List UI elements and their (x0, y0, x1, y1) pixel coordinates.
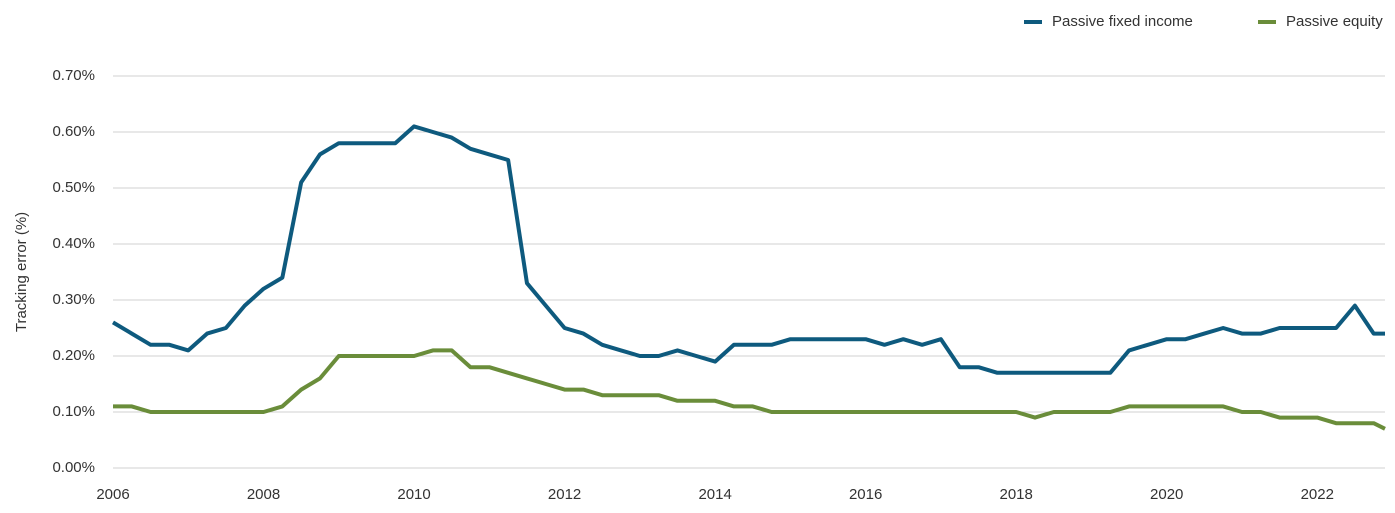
y-tick-label: 0.20% (52, 347, 95, 364)
y-tick-label: 0.40% (52, 235, 95, 252)
y-tick-label: 0.70% (52, 67, 95, 84)
series-line (111, 124, 1385, 375)
y-tick-label: 0.60% (52, 123, 95, 140)
x-tick-label: 2018 (1000, 486, 1033, 503)
y-tick-label: 0.10% (52, 403, 95, 420)
y-tick-label: 0.50% (52, 179, 95, 196)
x-tick-label: 2012 (548, 486, 581, 503)
y-tick-label: 0.30% (52, 291, 95, 308)
x-tick-label: 2022 (1301, 486, 1334, 503)
x-tick-label: 2010 (397, 486, 430, 503)
x-tick-label: 2016 (849, 486, 882, 503)
y-tick-label: 0.00% (52, 459, 95, 476)
series-line (113, 348, 1386, 431)
y-axis-label: Tracking error (%) (13, 212, 30, 332)
legend-label: Passive fixed income (1052, 13, 1193, 30)
x-tick-label: 2006 (96, 486, 129, 503)
x-tick-label: 2014 (698, 486, 731, 503)
legend-label: Passive equity (1286, 13, 1383, 30)
x-tick-label: 2020 (1150, 486, 1183, 503)
x-tick-label: 2008 (247, 486, 280, 503)
